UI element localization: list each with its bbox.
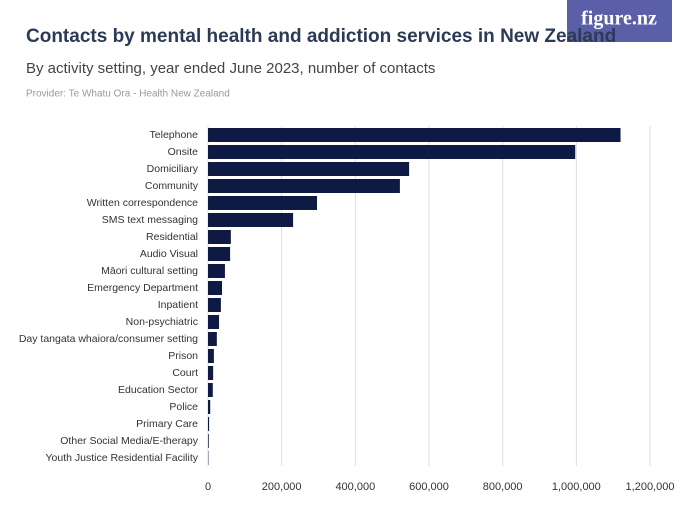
bar (208, 366, 214, 380)
y-tick-label: Youth Justice Residential Facility (45, 452, 198, 464)
y-tick-label: Non-psychiatric (126, 316, 198, 328)
y-tick-label: Residential (146, 231, 198, 243)
bar (208, 281, 222, 295)
bar (208, 247, 231, 261)
bar (208, 349, 214, 363)
logo: figure.nz (581, 8, 657, 30)
y-tick-label: Primary Care (136, 418, 198, 430)
logo-box (567, 0, 672, 42)
y-tick-label: Education Sector (118, 384, 198, 396)
bar (208, 162, 410, 176)
x-tick-label: 0 (205, 481, 211, 493)
chart-title: Contacts by mental health and addiction … (26, 26, 616, 47)
bar (208, 400, 211, 414)
bar (208, 230, 231, 244)
y-tick-label: Police (169, 401, 198, 413)
bar (208, 298, 221, 312)
bar (208, 383, 213, 397)
bar (208, 332, 217, 346)
y-tick-label: Written correspondence (87, 197, 198, 209)
bar (208, 179, 400, 193)
y-tick-label: SMS text messaging (102, 214, 198, 226)
y-tick-label: Inpatient (158, 299, 198, 311)
bar (208, 128, 621, 142)
y-tick-label: Domiciliary (147, 163, 199, 175)
bar (208, 315, 220, 329)
bar (208, 417, 210, 431)
bar (208, 145, 576, 159)
provider: Provider: Te Whatu Ora - Health New Zeal… (26, 89, 230, 100)
y-tick-label: Māori cultural setting (101, 265, 198, 277)
x-tick-label: 800,000 (483, 481, 523, 493)
chart-subtitle: By activity setting, year ended June 202… (26, 60, 435, 77)
y-tick-label: Prison (168, 350, 198, 362)
y-tick-label: Court (172, 367, 198, 379)
bar (208, 213, 294, 227)
y-tick-label: Other Social Media/E-therapy (60, 435, 198, 447)
y-tick-label: Audio Visual (140, 248, 198, 260)
bar (208, 196, 318, 210)
y-tick-label: Telephone (150, 129, 199, 141)
bar (208, 264, 225, 278)
x-tick-label: 1,200,000 (626, 481, 675, 493)
x-tick-label: 1,000,000 (552, 481, 601, 493)
x-tick-label: 600,000 (409, 481, 449, 493)
bar (208, 434, 209, 448)
y-tick-label: Community (145, 180, 199, 192)
y-tick-label: Onsite (168, 146, 199, 158)
x-tick-label: 400,000 (335, 481, 375, 493)
y-tick-label: Day tangata whaiora/consumer setting (19, 333, 198, 345)
y-tick-label: Emergency Department (87, 282, 198, 294)
x-tick-label: 200,000 (262, 481, 302, 493)
